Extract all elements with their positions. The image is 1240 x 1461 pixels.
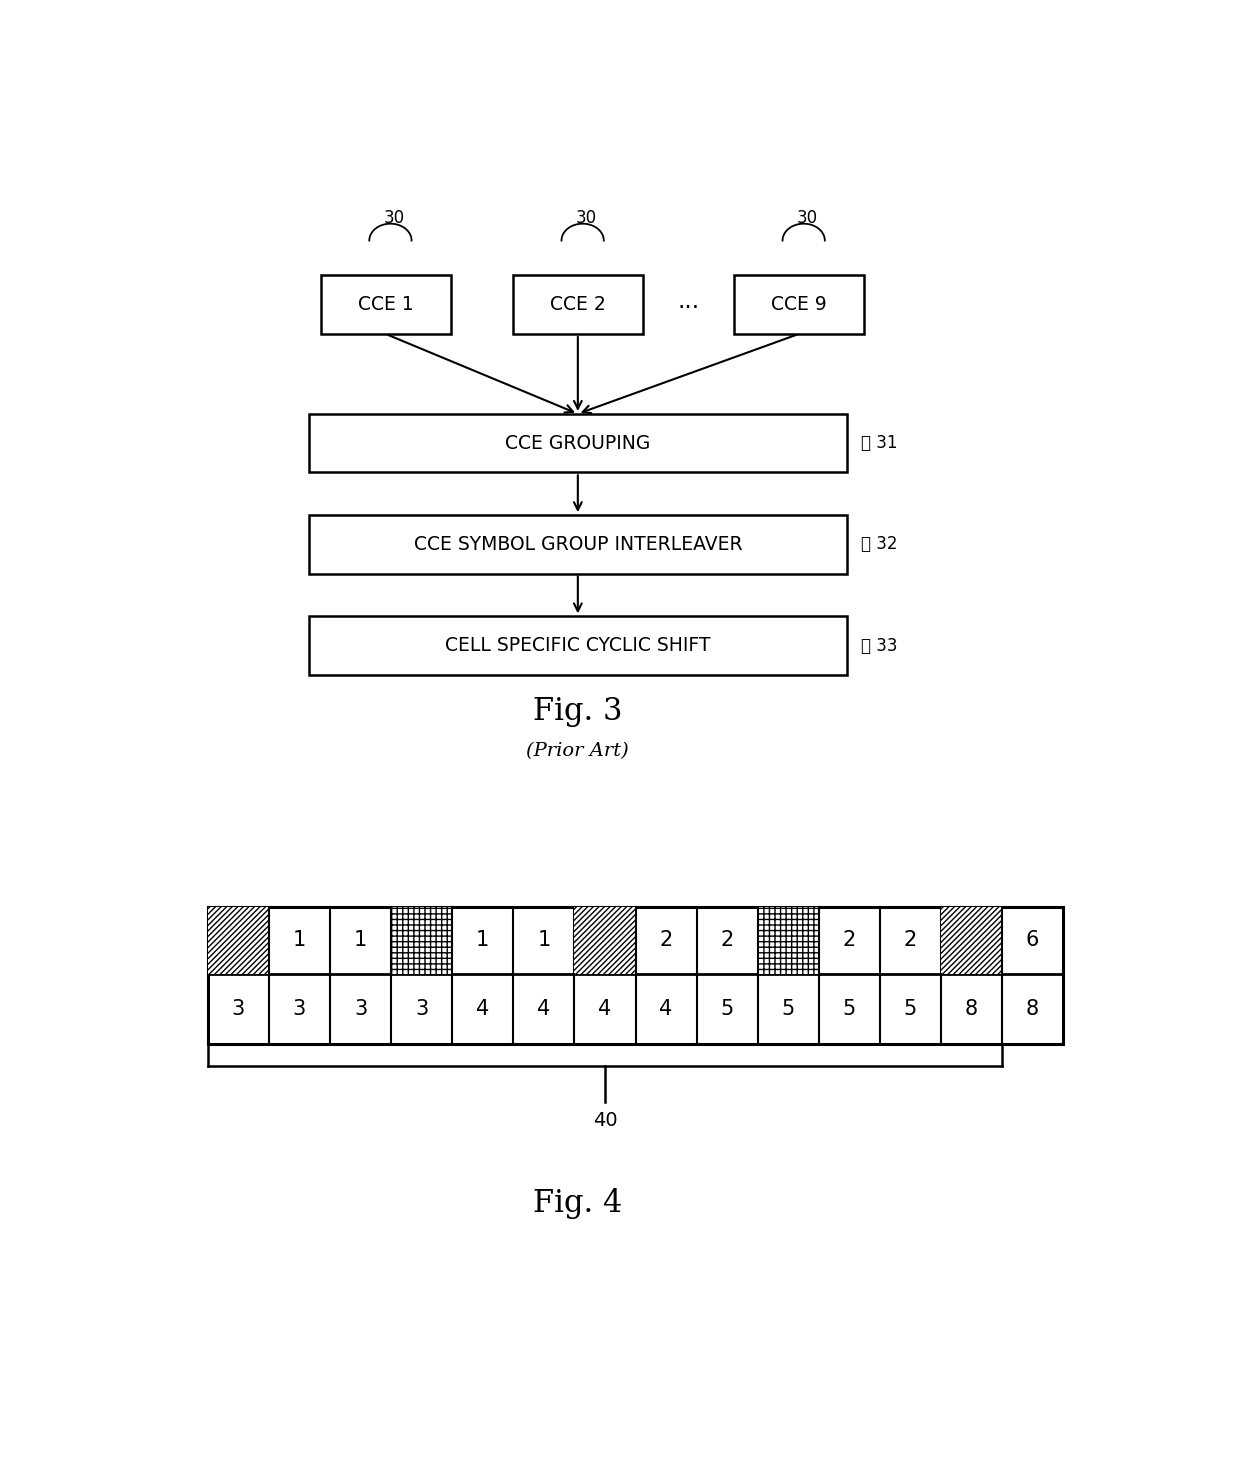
Bar xyxy=(734,276,864,335)
Text: CCE 1: CCE 1 xyxy=(358,295,413,314)
Text: 2: 2 xyxy=(660,931,672,950)
Text: 2: 2 xyxy=(843,931,856,950)
Text: 30: 30 xyxy=(797,209,818,226)
Text: 2: 2 xyxy=(720,931,734,950)
Text: 5: 5 xyxy=(720,999,734,1018)
Text: 4: 4 xyxy=(537,999,551,1018)
Text: 3: 3 xyxy=(415,999,428,1018)
Text: 3: 3 xyxy=(353,999,367,1018)
Bar xyxy=(321,276,450,335)
Text: 6: 6 xyxy=(1025,931,1039,950)
Text: CELL SPECIFIC CYCLIC SHIFT: CELL SPECIFIC CYCLIC SHIFT xyxy=(445,636,711,655)
Text: CCE SYMBOL GROUP INTERLEAVER: CCE SYMBOL GROUP INTERLEAVER xyxy=(413,535,743,554)
Bar xyxy=(758,906,818,974)
Text: ⌓ 31: ⌓ 31 xyxy=(862,434,898,451)
Bar xyxy=(309,413,847,472)
Text: (Prior Art): (Prior Art) xyxy=(527,742,629,760)
Text: 3: 3 xyxy=(232,999,246,1018)
Text: ⌓ 32: ⌓ 32 xyxy=(862,535,898,554)
Text: 30: 30 xyxy=(575,209,596,226)
Text: 3: 3 xyxy=(293,999,306,1018)
Text: 30: 30 xyxy=(383,209,404,226)
Text: 5: 5 xyxy=(843,999,856,1018)
Text: 1: 1 xyxy=(537,931,551,950)
Text: Fig. 4: Fig. 4 xyxy=(533,1188,622,1218)
Text: 2: 2 xyxy=(904,931,918,950)
Bar xyxy=(574,906,635,974)
Text: CCE 9: CCE 9 xyxy=(771,295,827,314)
Text: 5: 5 xyxy=(781,999,795,1018)
Text: CCE GROUPING: CCE GROUPING xyxy=(505,434,651,453)
Text: 4: 4 xyxy=(599,999,611,1018)
Text: 1: 1 xyxy=(476,931,490,950)
Text: CCE 2: CCE 2 xyxy=(551,295,605,314)
Bar xyxy=(309,617,847,675)
Text: 1: 1 xyxy=(353,931,367,950)
Text: ...: ... xyxy=(677,289,699,313)
Bar xyxy=(513,276,642,335)
Text: 40: 40 xyxy=(593,1112,618,1131)
Bar xyxy=(941,906,1002,974)
Bar xyxy=(309,516,847,574)
Bar xyxy=(208,906,1063,1043)
Text: 1: 1 xyxy=(293,931,306,950)
Text: ⌓ 33: ⌓ 33 xyxy=(862,637,898,655)
Text: 8: 8 xyxy=(965,999,978,1018)
Bar xyxy=(391,906,453,974)
Text: 4: 4 xyxy=(660,999,672,1018)
Text: 5: 5 xyxy=(904,999,918,1018)
Text: 8: 8 xyxy=(1025,999,1039,1018)
Bar xyxy=(208,906,269,974)
Text: Fig. 3: Fig. 3 xyxy=(533,695,622,726)
Text: 4: 4 xyxy=(476,999,490,1018)
